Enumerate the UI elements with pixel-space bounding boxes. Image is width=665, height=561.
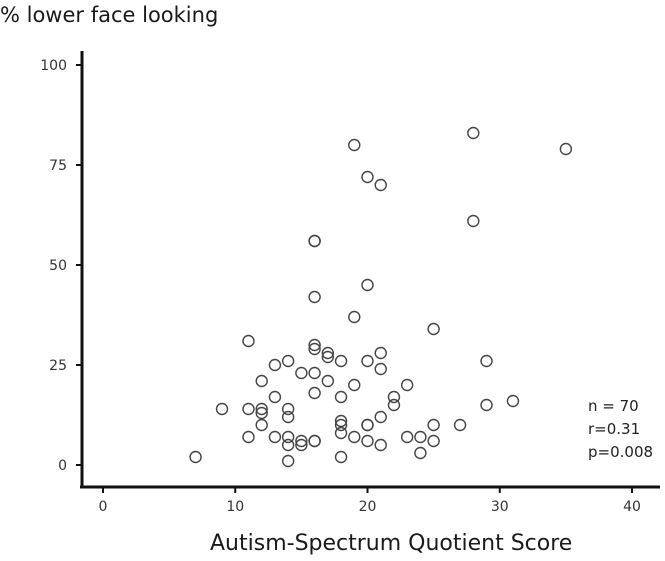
data-point	[348, 430, 361, 444]
x-axis-ticks: 0 10 20 30 40	[99, 487, 641, 515]
data-point	[361, 418, 374, 432]
data-point	[255, 402, 268, 416]
data-point	[374, 362, 387, 376]
data-point	[334, 354, 348, 368]
data-point	[374, 178, 387, 192]
data-point	[242, 334, 255, 348]
data-point	[334, 390, 348, 404]
x-tick-label: 30	[491, 499, 509, 515]
data-point	[427, 418, 440, 432]
data-point	[308, 366, 321, 380]
data-point	[334, 418, 348, 432]
data-point	[453, 418, 467, 432]
data-point	[374, 346, 387, 360]
data-point	[281, 410, 295, 424]
data-point	[308, 434, 321, 448]
data-point	[348, 378, 361, 392]
data-point	[215, 402, 229, 416]
data-point	[242, 402, 255, 416]
data-point	[334, 450, 348, 464]
y-tick-label: 0	[58, 458, 67, 474]
data-point	[348, 310, 361, 324]
stat-r: r=0.31	[588, 420, 640, 438]
data-point	[281, 454, 295, 468]
data-point	[480, 354, 493, 368]
data-point	[255, 406, 268, 420]
data-points	[189, 126, 573, 468]
data-point	[255, 418, 268, 432]
data-point	[242, 430, 255, 444]
data-point	[321, 374, 335, 388]
data-point	[387, 398, 401, 412]
data-point	[321, 346, 335, 360]
data-point	[281, 354, 295, 368]
stat-n: n = 70	[588, 397, 639, 415]
data-point	[295, 438, 308, 452]
data-point	[308, 234, 321, 248]
data-point	[308, 290, 321, 304]
x-axis-title: Autism-Spectrum Quotient Score	[210, 531, 572, 556]
data-point	[255, 374, 268, 388]
data-point	[281, 438, 295, 452]
x-tick-label: 0	[99, 499, 108, 515]
data-point	[348, 138, 361, 152]
data-point	[308, 386, 321, 400]
data-point	[506, 394, 520, 408]
data-point	[361, 170, 374, 184]
data-point	[295, 366, 308, 380]
y-tick-label: 25	[49, 358, 67, 374]
data-point	[361, 354, 374, 368]
data-point	[268, 390, 282, 404]
data-point	[467, 214, 480, 228]
stat-p: p=0.008	[588, 443, 653, 461]
data-point	[559, 142, 573, 156]
data-point	[361, 434, 374, 448]
data-point	[308, 342, 321, 356]
x-tick-label: 20	[359, 499, 377, 515]
data-point	[414, 430, 427, 444]
y-axis-ticks: 0 25 50 75 100	[40, 58, 82, 474]
y-tick-label: 75	[49, 158, 67, 174]
data-point	[268, 358, 282, 372]
data-point	[467, 126, 480, 140]
data-point	[281, 402, 295, 416]
data-point	[427, 434, 440, 448]
data-point	[400, 378, 414, 392]
data-point	[334, 414, 348, 428]
x-tick-label: 40	[623, 499, 641, 515]
data-point	[374, 438, 387, 452]
y-tick-label: 100	[40, 58, 67, 74]
data-point	[480, 398, 493, 412]
data-point	[414, 446, 427, 460]
data-point	[281, 430, 295, 444]
data-point	[321, 350, 335, 364]
data-point	[361, 278, 374, 292]
data-point	[268, 430, 282, 444]
data-point	[427, 322, 440, 336]
data-point	[308, 338, 321, 352]
data-point	[295, 434, 308, 448]
data-point	[400, 430, 414, 444]
data-point	[374, 410, 387, 424]
y-axis-title: % lower face looking	[0, 3, 218, 27]
data-point	[189, 450, 202, 464]
data-point	[334, 426, 348, 440]
data-point	[387, 390, 401, 404]
x-tick-label: 10	[226, 499, 244, 515]
y-tick-label: 50	[49, 258, 67, 274]
